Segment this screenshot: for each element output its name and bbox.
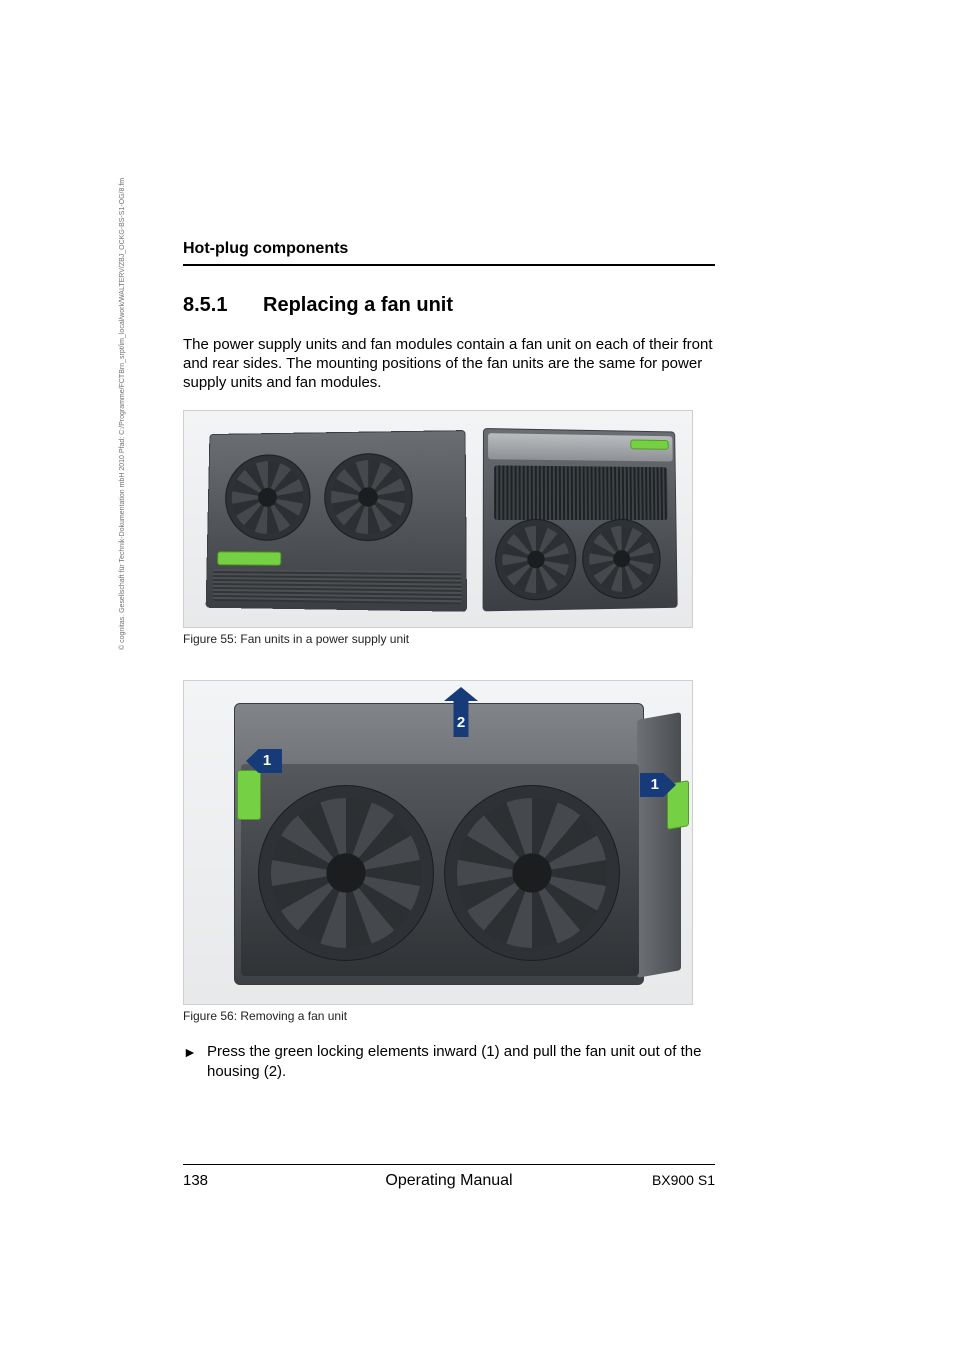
fan-icon — [502, 526, 569, 594]
psu-rear-view — [483, 428, 678, 611]
running-header: Hot-plug components — [183, 240, 715, 266]
figure-55 — [183, 410, 693, 628]
figure-55-caption: Figure 55: Fan units in a power supply u… — [183, 632, 409, 646]
footer-doc-title: Operating Manual — [183, 1172, 715, 1190]
section-heading: 8.5.1Replacing a fan unit — [183, 294, 453, 317]
section-number: 8.5.1 — [183, 294, 263, 317]
spine-metadata: © cognitas. Gesellschaft für Technik-Dok… — [119, 220, 133, 650]
intro-paragraph: The power supply units and fan modules c… — [183, 336, 715, 392]
fan-icon — [231, 461, 304, 534]
figure-56-caption: Figure 56: Removing a fan unit — [183, 1009, 347, 1023]
callout-label: 1 — [651, 773, 659, 797]
vent-grille-icon — [213, 569, 462, 604]
fan-icon — [271, 798, 421, 948]
callout-label: 1 — [263, 752, 271, 769]
psu-front-view — [206, 430, 467, 612]
housing-side — [637, 712, 681, 978]
procedure-step: ► Press the green locking elements inwar… — [183, 1042, 713, 1081]
locking-tab-icon — [217, 551, 281, 565]
vent-grille-icon — [494, 465, 668, 520]
figure-56: 1 2 1 — [183, 680, 693, 1005]
page-footer: 138 Operating Manual BX900 S1 — [183, 1172, 715, 1189]
fan-icon — [589, 526, 654, 592]
locking-tab-icon — [630, 439, 668, 449]
fan-unit-closeup — [234, 703, 644, 985]
fan-icon — [331, 460, 406, 534]
section-title: Replacing a fan unit — [263, 294, 453, 316]
spine-metadata-text: © cognitas. Gesellschaft für Technik-Dok… — [119, 178, 126, 650]
step-bullet-icon: ► — [183, 1043, 197, 1061]
callout-label: 2 — [457, 714, 465, 731]
step-text: Press the green locking elements inward … — [207, 1042, 713, 1081]
fan-icon — [457, 798, 607, 948]
locking-tab-icon — [237, 770, 261, 820]
footer-rule — [183, 1164, 715, 1165]
